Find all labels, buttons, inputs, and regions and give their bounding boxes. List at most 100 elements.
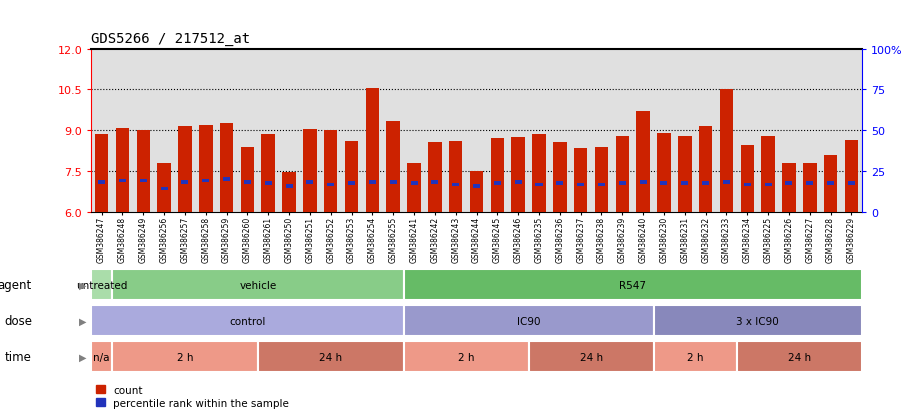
Bar [844,140,857,212]
Text: time: time [5,350,32,363]
Bar [619,182,625,185]
Text: ▶: ▶ [79,352,87,362]
Bar [431,180,438,184]
Bar [577,183,584,187]
Bar [407,164,420,212]
Bar [181,180,189,184]
Bar [636,112,650,212]
Bar [761,136,774,212]
Text: control: control [229,316,265,326]
Text: agent: agent [0,278,32,292]
Bar [598,183,604,187]
Text: ▶: ▶ [79,316,87,326]
Bar [490,139,504,212]
Bar [698,127,711,212]
Legend: count, percentile rank within the sample: count, percentile rank within the sample [97,385,289,408]
Text: 2 h: 2 h [457,352,474,362]
Bar [556,182,563,185]
Bar [264,182,271,185]
Bar [220,124,233,212]
Bar [404,342,528,372]
Bar [282,173,295,212]
Bar [802,164,815,212]
Text: 2 h: 2 h [177,352,193,362]
Bar [98,180,105,184]
Bar [404,270,861,300]
Bar [323,131,337,212]
Bar [763,183,771,187]
Bar [158,164,170,212]
Bar [677,136,691,212]
Bar [368,180,375,184]
Bar [722,180,729,184]
Bar [528,342,653,372]
Bar [139,179,147,183]
Bar [112,270,404,300]
Text: R547: R547 [619,280,646,290]
Text: 3 x IC90: 3 x IC90 [735,316,778,326]
Bar [701,182,709,185]
Bar [653,342,736,372]
Bar [410,182,417,185]
Bar [615,136,629,212]
Bar [448,142,462,212]
Bar [302,130,316,212]
Bar [736,342,861,372]
Bar [137,131,150,212]
Bar [535,183,542,187]
Bar [116,128,129,212]
Bar [261,135,275,212]
Text: dose: dose [4,314,32,328]
Text: 24 h: 24 h [787,352,810,362]
Bar [514,180,521,184]
Text: IC90: IC90 [517,316,539,326]
Text: n/a: n/a [93,352,109,362]
Bar [594,147,608,212]
Text: GDS5266 / 217512_at: GDS5266 / 217512_at [91,31,250,45]
Bar [532,135,545,212]
Bar [473,185,479,188]
Bar [344,142,358,212]
Bar [160,188,168,191]
Text: 24 h: 24 h [319,352,342,362]
Bar [112,342,258,372]
Bar [660,182,667,185]
Bar [118,179,126,183]
Bar [404,306,653,336]
Bar [826,182,834,185]
Bar [823,155,836,212]
Bar [452,183,459,187]
Bar [389,180,396,184]
Bar [639,180,646,184]
Bar [243,180,251,184]
Bar [258,342,404,372]
Bar [91,270,112,300]
Text: 24 h: 24 h [578,352,602,362]
Bar [719,90,732,212]
Bar [95,135,108,212]
Bar [91,342,112,372]
Bar [511,138,525,212]
Bar [199,126,212,212]
Bar [784,182,792,185]
Bar [573,149,587,212]
Bar [681,182,688,185]
Bar [285,185,292,188]
Bar [740,146,753,212]
Text: vehicle: vehicle [239,280,276,290]
Text: untreated: untreated [76,280,128,290]
Bar [552,143,566,212]
Bar [306,180,313,184]
Bar [657,134,670,212]
Bar [348,182,354,185]
Bar [427,143,441,212]
Bar [202,179,209,183]
Bar [327,183,333,187]
Text: ▶: ▶ [79,280,87,290]
Bar [782,164,794,212]
Bar [386,121,400,212]
Bar [223,178,230,181]
Text: 2 h: 2 h [686,352,702,362]
Bar [805,182,813,185]
Bar [365,89,379,212]
